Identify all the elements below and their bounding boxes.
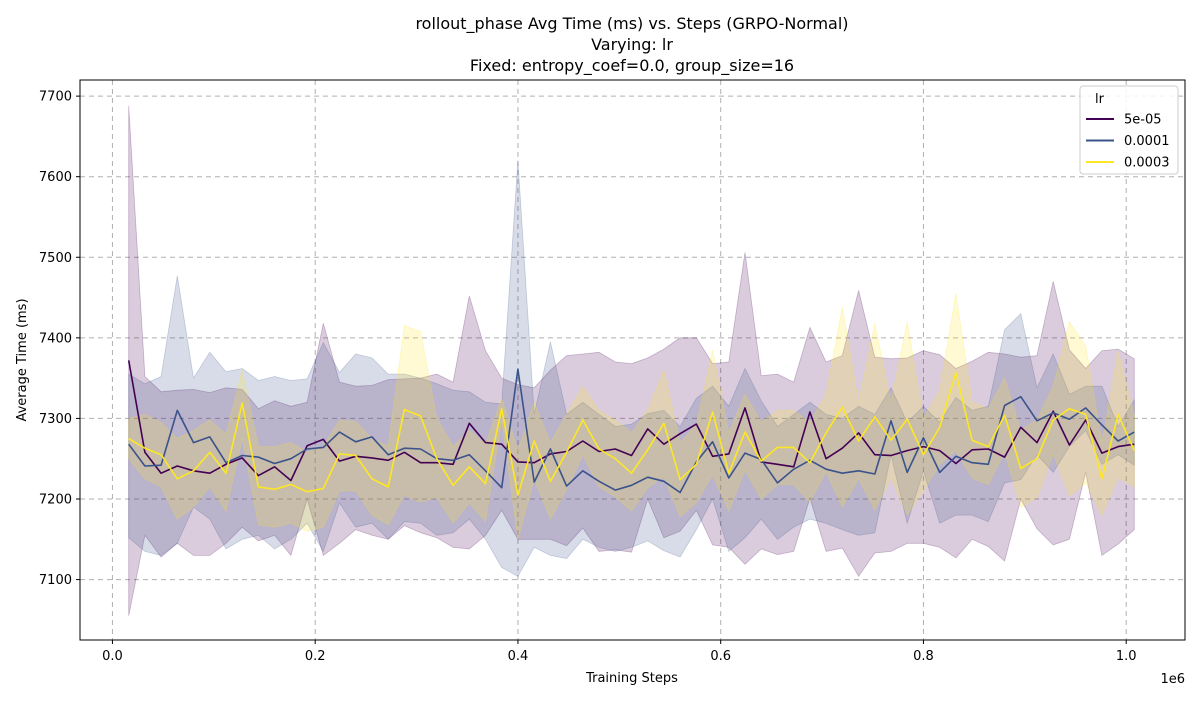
series-lines bbox=[127, 360, 1136, 496]
grid bbox=[80, 80, 1185, 640]
x-tick-label: 0.6 bbox=[710, 649, 731, 664]
y-axis-label: Average Time (ms) bbox=[15, 298, 30, 421]
x-axis-label: Training Steps bbox=[585, 671, 678, 686]
chart-subtitle-1: Varying: lr bbox=[591, 35, 673, 54]
chart-subtitle-2: Fixed: entropy_coef=0.0, group_size=16 bbox=[470, 56, 794, 76]
legend-box bbox=[1079, 85, 1179, 175]
plot-frame bbox=[79, 79, 1186, 641]
line-series-0 bbox=[127, 360, 1135, 482]
confidence-bands bbox=[128, 105, 1135, 616]
x-tick-label: 1.0 bbox=[1116, 649, 1137, 664]
legend-title: lr bbox=[1095, 92, 1105, 107]
legend-items: 5e-05 0.0001 0.0003 bbox=[1086, 113, 1170, 171]
chart-title: rollout_phase Avg Time (ms) vs. Steps (G… bbox=[415, 14, 848, 34]
y-axis-ticks: 7100 7200 7300 7400 7500 7600 7700 bbox=[39, 90, 80, 588]
y-tick-label: 7400 bbox=[39, 331, 72, 346]
band-series-2 bbox=[128, 293, 1135, 540]
y-tick-label: 7500 bbox=[39, 251, 72, 266]
y-tick-label: 7300 bbox=[39, 412, 72, 427]
legend-label: 5e-05 bbox=[1124, 113, 1162, 128]
y-tick-label: 7200 bbox=[39, 492, 72, 507]
y-tick-label: 7700 bbox=[39, 90, 72, 105]
x-tick-label: 0.8 bbox=[913, 649, 934, 664]
band-series-0 bbox=[128, 105, 1135, 616]
line-series-1 bbox=[128, 368, 1135, 494]
y-tick-label: 7600 bbox=[39, 170, 72, 185]
x-offset-label: 1e6 bbox=[1160, 672, 1185, 687]
y-tick-label: 7100 bbox=[39, 573, 72, 588]
x-tick-label: 0.4 bbox=[508, 649, 529, 664]
x-tick-label: 0.2 bbox=[305, 649, 326, 664]
band-series-1 bbox=[128, 160, 1135, 577]
line-series-2 bbox=[128, 371, 1136, 496]
legend-label: 0.0001 bbox=[1124, 134, 1170, 149]
x-axis-ticks: 0.0 0.2 0.4 0.6 0.8 1.0 bbox=[102, 640, 1137, 664]
legend: lr 5e-05 0.0001 0.0003 bbox=[1079, 85, 1179, 175]
x-tick-label: 0.0 bbox=[102, 649, 123, 664]
legend-label: 0.0003 bbox=[1124, 156, 1170, 171]
